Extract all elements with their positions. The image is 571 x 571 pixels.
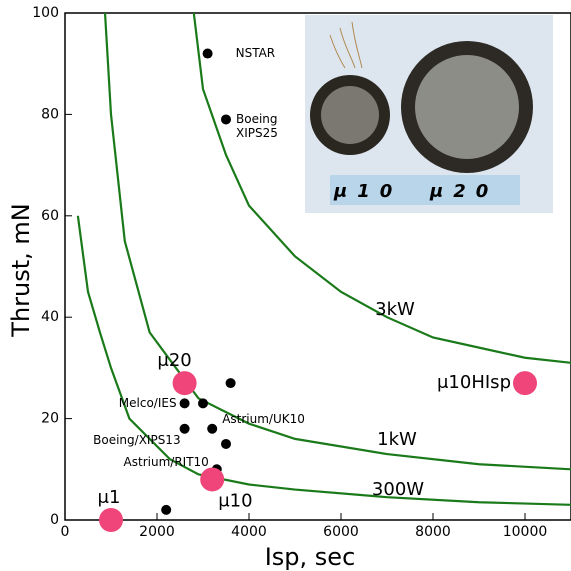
- point: [221, 439, 231, 449]
- point: [198, 398, 208, 408]
- x-tick-label: 4000: [231, 524, 267, 540]
- chart: μ10 μ20 Isp, sec Thrust, mN 020406080100…: [0, 0, 571, 571]
- point: [161, 505, 171, 515]
- y-tick-label: 100: [32, 5, 59, 21]
- curve-label: 1kW: [377, 429, 417, 450]
- curve-label: 300W: [372, 479, 424, 500]
- y-tick-label: 20: [41, 411, 59, 427]
- point: [226, 378, 236, 388]
- point: [180, 424, 190, 434]
- point: [513, 371, 537, 395]
- point: [99, 508, 123, 532]
- point-label: Astrium/RIT10: [124, 455, 209, 469]
- x-tick-label: 10000: [503, 524, 548, 540]
- inset-label: μ10: [333, 181, 402, 202]
- page: μ10 μ20 Isp, sec Thrust, mN 020406080100…: [0, 0, 571, 571]
- point-label: XIPS25: [236, 126, 278, 140]
- point-label: μ1: [98, 487, 121, 508]
- point: [173, 371, 197, 395]
- point: [221, 114, 231, 124]
- x-tick-label: 6000: [323, 524, 359, 540]
- y-tick-label: 40: [41, 309, 59, 325]
- x-tick-label: 2000: [139, 524, 175, 540]
- y-axis-label: Thrust, mN: [7, 203, 35, 337]
- curve-label: 3kW: [375, 299, 415, 320]
- point: [203, 49, 213, 59]
- y-tick-label: 0: [50, 512, 59, 528]
- point: [180, 398, 190, 408]
- inset-photo: μ10 μ20: [305, 15, 553, 213]
- point-label: μ10: [218, 490, 252, 511]
- point-label: Boeing: [236, 112, 278, 126]
- point-label: Boeing/XIPS13: [93, 433, 180, 447]
- y-tick-label: 80: [41, 106, 59, 122]
- point-label: μ10HIsp: [437, 372, 511, 393]
- point-label: Melco/IES: [119, 396, 177, 410]
- point: [207, 424, 217, 434]
- point: [200, 467, 224, 491]
- x-axis-label: Isp, sec: [265, 543, 356, 571]
- y-tick-label: 60: [41, 208, 59, 224]
- point-label: μ20: [157, 350, 191, 371]
- point-label: NSTAR: [236, 46, 276, 60]
- x-tick-label: 8000: [415, 524, 451, 540]
- inset-label: μ20: [429, 181, 498, 202]
- x-tick-label: 0: [61, 524, 70, 540]
- point-label: Astrium/UK10: [222, 412, 305, 426]
